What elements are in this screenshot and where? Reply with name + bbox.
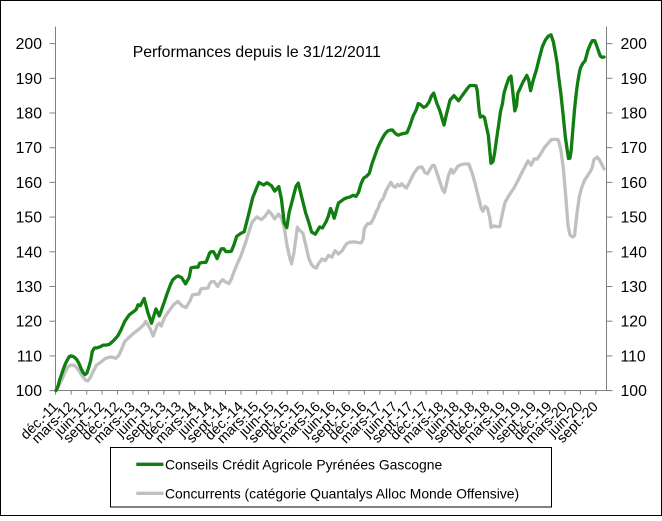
svg-text:180: 180 bbox=[621, 106, 648, 123]
svg-text:140: 140 bbox=[621, 244, 648, 261]
svg-text:190: 190 bbox=[621, 71, 648, 88]
svg-text:100: 100 bbox=[16, 383, 43, 400]
svg-text:160: 160 bbox=[621, 175, 648, 192]
svg-text:200: 200 bbox=[16, 36, 43, 53]
svg-text:130: 130 bbox=[621, 279, 648, 296]
svg-text:150: 150 bbox=[621, 210, 648, 227]
svg-text:Concurrents (catégorie Quantal: Concurrents (catégorie Quantalys Alloc M… bbox=[165, 485, 519, 501]
svg-text:180: 180 bbox=[16, 106, 43, 123]
svg-text:200: 200 bbox=[621, 36, 648, 53]
svg-text:100: 100 bbox=[621, 383, 648, 400]
svg-text:130: 130 bbox=[16, 279, 43, 296]
svg-text:140: 140 bbox=[16, 244, 43, 261]
svg-text:190: 190 bbox=[16, 71, 43, 88]
svg-text:120: 120 bbox=[16, 314, 43, 331]
svg-text:160: 160 bbox=[16, 175, 43, 192]
svg-text:110: 110 bbox=[621, 348, 646, 365]
svg-text:120: 120 bbox=[621, 314, 648, 331]
svg-text:110: 110 bbox=[17, 348, 42, 365]
svg-text:170: 170 bbox=[621, 140, 648, 157]
svg-text:170: 170 bbox=[16, 140, 43, 157]
svg-text:150: 150 bbox=[16, 210, 43, 227]
svg-text:Conseils Crédit Agricole Pyrén: Conseils Crédit Agricole Pyrénées Gascog… bbox=[165, 456, 442, 472]
svg-text:Performances depuis le 31/12/2: Performances depuis le 31/12/2011 bbox=[133, 44, 381, 61]
